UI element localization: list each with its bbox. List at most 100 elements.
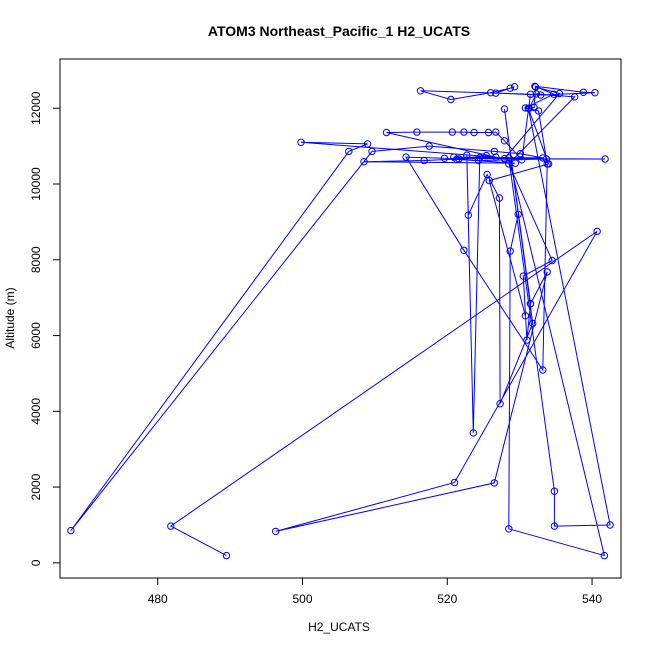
data-point (413, 128, 421, 136)
data-point (484, 128, 493, 137)
data-point (460, 246, 468, 255)
data-point (519, 272, 527, 280)
data-point (382, 128, 391, 137)
data-point (555, 89, 564, 98)
data-point (345, 147, 353, 156)
data-point (516, 150, 525, 158)
y-tick-label: 6000 (29, 322, 43, 349)
data-point (272, 527, 280, 536)
data-point (531, 82, 539, 91)
data-point (550, 487, 559, 495)
data-point (511, 159, 519, 167)
data-point (500, 137, 509, 145)
series-layer (67, 82, 614, 560)
data-point (363, 140, 372, 148)
data-point (506, 84, 514, 92)
data-point (544, 160, 553, 168)
data-point (591, 89, 599, 97)
data-point (526, 300, 535, 308)
data-point (455, 155, 463, 163)
data-point (482, 151, 491, 160)
data-point (532, 90, 540, 98)
data-point (571, 93, 579, 101)
data-point (526, 90, 535, 98)
series-line (70, 85, 611, 557)
data-point (464, 211, 472, 219)
data-point (542, 155, 551, 163)
data-point (579, 88, 588, 97)
y-tick-label: 8000 (29, 246, 43, 273)
data-point (420, 156, 428, 165)
x-tick-label: 500 (292, 592, 312, 606)
data-point (425, 142, 433, 150)
data-point (529, 319, 537, 328)
data-point (550, 522, 559, 530)
data-point (470, 128, 478, 137)
data-point (514, 210, 522, 219)
data-point (460, 128, 468, 136)
data-point (492, 89, 500, 97)
data-point (448, 128, 456, 136)
y-tick-label: 2000 (29, 473, 43, 500)
x-tick-label: 540 (582, 592, 602, 606)
data-point (521, 312, 530, 320)
data-point (450, 478, 459, 487)
data-point (601, 155, 609, 163)
data-point (450, 153, 458, 161)
data-point (469, 429, 477, 437)
data-point (505, 525, 513, 533)
data-point (487, 89, 495, 97)
data-point (67, 526, 75, 535)
data-point (606, 521, 614, 529)
data-point (531, 83, 540, 91)
data-point (523, 336, 531, 344)
x-axis-title: H2_UCATS (308, 620, 370, 634)
data-point (593, 227, 601, 236)
data-point (495, 194, 504, 202)
data-point (521, 104, 530, 112)
y-axis: 0 2000 4000 6000 8000 10000 12000 (29, 91, 61, 566)
data-point (490, 147, 498, 156)
data-point (539, 154, 547, 162)
data-point (447, 95, 455, 104)
data-point (548, 256, 556, 265)
data-point (476, 153, 484, 162)
y-tick-label: 12000 (29, 91, 43, 125)
data-point (537, 91, 545, 99)
data-point (543, 268, 551, 276)
data-point (297, 138, 305, 147)
x-tick-label: 480 (148, 592, 168, 606)
y-axis-title: Altitude (m) (3, 287, 17, 348)
data-point (500, 105, 509, 113)
data-point (510, 83, 519, 91)
data-point (500, 154, 509, 163)
data-point (534, 107, 543, 115)
data-point (492, 128, 500, 136)
data-point (600, 551, 609, 560)
data-point (485, 176, 493, 185)
y-tick-label: 10000 (29, 167, 43, 201)
data-point (416, 87, 425, 95)
data-point (440, 154, 449, 163)
data-point (506, 247, 514, 255)
plot-frame (59, 58, 622, 579)
data-point (222, 551, 231, 560)
plot-area (59, 58, 622, 579)
data-point (490, 479, 498, 487)
data-point (463, 151, 471, 159)
x-axis: 480 500 520 540 (148, 577, 602, 606)
data-point (402, 153, 410, 161)
data-point (496, 400, 504, 408)
data-point (550, 90, 558, 98)
data-point (505, 154, 513, 162)
data-point (167, 522, 175, 530)
y-tick-label: 4000 (29, 398, 43, 425)
chart-title: ATOM3 Northeast_Pacific_1 H2_UCATS (208, 23, 470, 39)
data-point (539, 366, 547, 374)
data-point (368, 147, 376, 156)
data-point (524, 104, 532, 112)
x-tick-label: 520 (437, 592, 457, 606)
y-tick-label: 0 (29, 559, 43, 566)
data-point (360, 158, 368, 166)
